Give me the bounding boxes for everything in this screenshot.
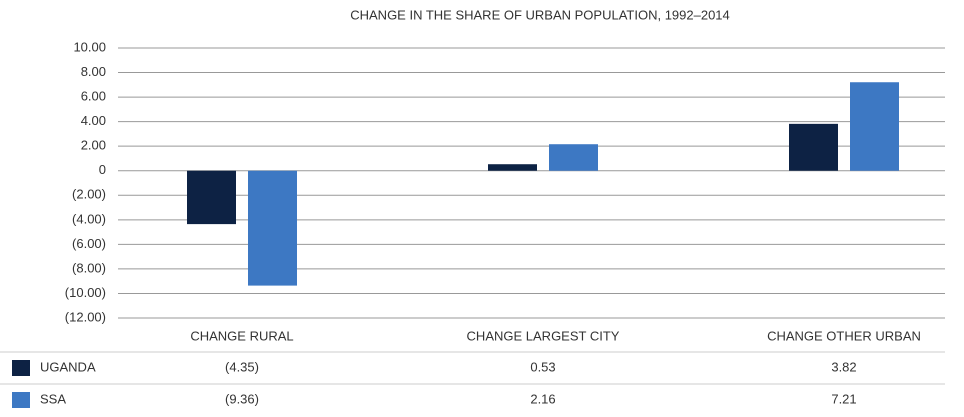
x-tick-label: CHANGE RURAL [190, 328, 293, 343]
legend-swatch [12, 360, 30, 376]
y-tick-label: 0 [99, 162, 106, 177]
chart-title: CHANGE IN THE SHARE OF URBAN POPULATION,… [350, 7, 730, 22]
table-value: 7.21 [831, 391, 856, 406]
y-tick-label: 6.00 [81, 89, 106, 104]
bar [488, 164, 537, 171]
bar [248, 170, 297, 286]
legend-label: UGANDA [40, 359, 96, 374]
y-tick-label: 10.00 [73, 39, 106, 54]
bar [789, 123, 838, 171]
x-tick-label: CHANGE LARGEST CITY [467, 328, 620, 343]
y-tick-label: (8.00) [72, 260, 106, 275]
y-tick-label: 2.00 [81, 138, 106, 153]
y-tick-label: (12.00) [65, 309, 106, 324]
legend-swatch [12, 392, 30, 408]
y-tick-label: 8.00 [81, 64, 106, 79]
legend-label: SSA [40, 391, 66, 406]
table-value: (9.36) [225, 391, 259, 406]
y-tick-label: (2.00) [72, 187, 106, 202]
table-value: 2.16 [530, 391, 555, 406]
bar [850, 82, 899, 171]
y-tick-label: (6.00) [72, 236, 106, 251]
table-value: 0.53 [530, 359, 555, 374]
x-tick-label: CHANGE OTHER URBAN [767, 328, 921, 343]
bar [187, 170, 236, 225]
y-tick-label: (4.00) [72, 211, 106, 226]
table-value: (4.35) [225, 359, 259, 374]
table-value: 3.82 [831, 359, 856, 374]
y-tick-label: 4.00 [81, 113, 106, 128]
y-tick-label: (10.00) [65, 285, 106, 300]
bar [549, 144, 598, 171]
